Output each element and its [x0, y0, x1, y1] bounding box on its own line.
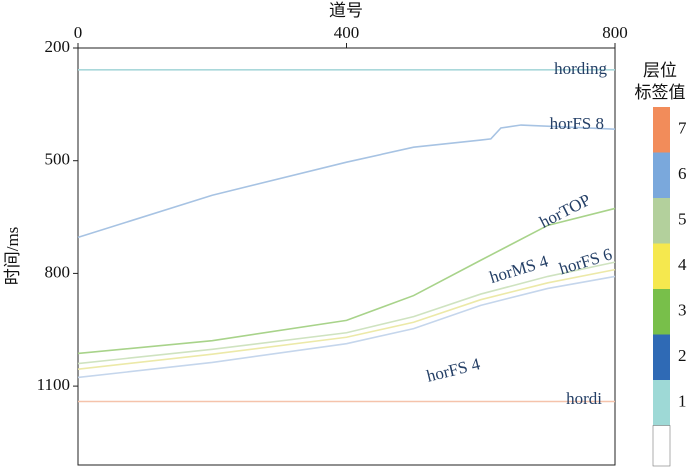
- colorbar-label: 1: [678, 392, 687, 411]
- y-tick-label: 500: [45, 150, 71, 169]
- horizon-label: horMS 4: [487, 251, 550, 287]
- colorbar-swatch: [653, 380, 670, 426]
- horizon-label: horFS 4: [425, 354, 483, 386]
- horizon-label: hording: [554, 59, 607, 78]
- colorbar-empty: [652, 425, 671, 467]
- colorbar-swatch: [653, 243, 670, 289]
- y-tick-label: 200: [45, 37, 71, 56]
- colorbar-title: 层位: [643, 61, 677, 80]
- colorbar-label: 3: [678, 301, 687, 320]
- colorbar-title: 标签值: [635, 83, 686, 102]
- x-tick-label: 400: [334, 23, 360, 42]
- horizon-label: horTOP: [536, 190, 593, 232]
- x-axis-title: 道号: [329, 1, 363, 20]
- x-tick-label: 800: [602, 23, 628, 42]
- horizon-line: [77, 268, 616, 370]
- colorbar-swatch: [653, 107, 670, 153]
- colorbar-label: 2: [678, 346, 687, 365]
- colorbar-swatch: [653, 289, 670, 335]
- colorbar-swatch: [653, 198, 670, 244]
- horizon-line: [77, 207, 616, 355]
- horizon-line: [77, 124, 616, 239]
- colorbar-label: 5: [678, 210, 687, 229]
- horizon-label: hordi: [566, 389, 602, 408]
- horizon-line: [77, 261, 616, 365]
- colorbar-label: 6: [678, 164, 687, 183]
- horizon-label: horFS 8: [550, 114, 604, 133]
- horizon-label: horFS 6: [557, 244, 615, 278]
- x-tick-label: 0: [74, 23, 83, 42]
- horizon-line: [77, 275, 616, 379]
- y-tick-label: 800: [45, 262, 71, 281]
- colorbar-label: 7: [678, 119, 687, 138]
- colorbar-swatch: [653, 334, 670, 380]
- y-tick-label: 1100: [37, 375, 70, 394]
- y-axis-title: 时间/ms: [3, 227, 22, 286]
- colorbar-swatch: [653, 152, 670, 198]
- colorbar-label: 4: [678, 255, 687, 274]
